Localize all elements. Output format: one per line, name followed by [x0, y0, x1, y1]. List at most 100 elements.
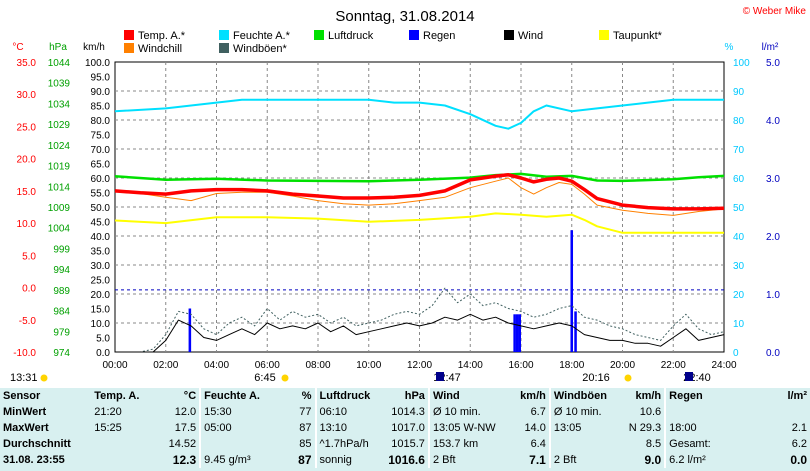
- rain-bar: [188, 308, 192, 352]
- x-tick-label: 24:00: [711, 360, 736, 371]
- y-tick-label: 70: [733, 145, 745, 156]
- table-cell: 13:10: [314, 420, 376, 436]
- x-tick-label: 12:00: [407, 360, 432, 371]
- table-header: Luftdruck: [314, 388, 376, 404]
- row-label: Durchschnitt: [3, 438, 71, 450]
- legend-label: Regen: [423, 30, 455, 42]
- stats-table: Sensor Temp. A. °C Feuchte A. % Luftdruc…: [0, 388, 810, 468]
- sun-icon: [281, 374, 289, 382]
- table-cell: 14.0: [524, 422, 546, 434]
- table-row: Durchschnitt 14.52 85 ^1.7hPa/h 1015.7 1…: [0, 436, 810, 452]
- table-cell: 8.5: [645, 438, 662, 450]
- table-cell: 2.1: [791, 422, 807, 434]
- y-tick-label: 0.0: [96, 348, 110, 359]
- y-tick-label: 100.0: [85, 58, 110, 69]
- table-cell: Ø 10 min.: [427, 404, 499, 420]
- table-cell: 85: [299, 438, 312, 450]
- y-tick-label: 1019: [48, 162, 71, 173]
- y-tick-label: 90: [733, 87, 745, 98]
- table-cell: 12.0: [174, 406, 197, 418]
- tick-labels: 35.0 30.0 25.0 20.0 15.0 10.0 5.0 0.0 -5.0 -10.0 1…: [13, 58, 780, 371]
- y-tick-label: 60: [733, 174, 745, 185]
- table-header-row: Sensor Temp. A. °C Feuchte A. % Luftdruc…: [0, 388, 810, 404]
- y-tick-label: 1004: [48, 224, 71, 235]
- table-cell: 77: [299, 406, 312, 418]
- rain-bar: [518, 314, 521, 352]
- y-tick-label: 50: [733, 203, 745, 214]
- table-cell: 2 Bft: [548, 452, 614, 468]
- y-tick-label: 10.0: [91, 319, 111, 330]
- table-cell: [91, 436, 151, 452]
- y-tick-label: 20: [733, 290, 745, 301]
- series-line: [115, 313, 725, 353]
- y-tick-label: 10.0: [17, 219, 37, 230]
- legend-label: Taupunkt*: [613, 30, 663, 42]
- table-header: km/h: [635, 390, 662, 402]
- y-tick-label: 1024: [48, 141, 71, 152]
- y-tick-label: 989: [53, 286, 70, 297]
- y-tick-label: 55.0: [91, 189, 111, 200]
- moon-icon: [685, 372, 693, 381]
- y-tick-label: 30: [733, 261, 745, 272]
- y-tick-label: 999: [53, 244, 70, 255]
- x-tick-label: 14:00: [458, 360, 483, 371]
- bottom-left-time: 13:31: [10, 372, 38, 384]
- table-cell: 06:10: [314, 404, 376, 420]
- table-cell: N 29.3: [628, 422, 662, 434]
- y-tick-label: 20.0: [91, 290, 111, 301]
- legend-swatch: [219, 43, 229, 53]
- table-cell: 15:25: [94, 422, 122, 434]
- y-tick-label: 5.0: [96, 334, 110, 345]
- y-tick-label: 974: [53, 348, 70, 359]
- sun-icon: [624, 374, 632, 382]
- y-tick-label: 0.0: [22, 284, 36, 295]
- legend-swatch: [314, 30, 324, 40]
- series-line: [115, 287, 725, 353]
- table-header: Regen: [664, 388, 729, 404]
- noon-icon: [436, 372, 444, 381]
- x-tick-label: 18:00: [559, 360, 584, 371]
- table-header: Windböen: [548, 388, 614, 404]
- table-cell: ^1.7hPa/h: [314, 436, 376, 452]
- y-tick-label: 35.0: [17, 58, 37, 69]
- y-tick-label: 15.0: [17, 187, 37, 198]
- y-tick-label: 25.0: [91, 276, 111, 287]
- y-tick-label: 15.0: [91, 305, 111, 316]
- table-header: km/h: [520, 390, 546, 402]
- y-tick-label: 20.0: [17, 155, 37, 166]
- series-line: [114, 173, 725, 211]
- y-tick-label: -5.0: [19, 316, 37, 327]
- y-tick-label: 1009: [48, 203, 71, 214]
- row-label: 31.08. 23:55: [3, 454, 65, 466]
- table-cell: 1014.3: [391, 406, 425, 418]
- y-tick-label: 10: [733, 319, 745, 330]
- table-cell: [199, 436, 263, 452]
- table-cell: 6.2 l/m²: [664, 452, 729, 468]
- y-tick-label: 2.0: [766, 232, 780, 243]
- table-cell: sonnig: [314, 452, 376, 468]
- y-tick-label: 75.0: [91, 131, 111, 142]
- y-tick-label: 40: [733, 232, 745, 243]
- y-tick-label: 0.0: [766, 348, 780, 359]
- table-cell: 9.45 g/m³: [199, 452, 263, 468]
- x-tick-label: 20:00: [610, 360, 635, 371]
- table-cell: 18:00: [664, 420, 729, 436]
- series-line: [114, 212, 724, 234]
- y-tick-label: 80.0: [91, 116, 111, 127]
- series-line: [114, 177, 725, 216]
- y-tick-label: 1.0: [766, 290, 780, 301]
- table-header: Temp. A.: [94, 390, 140, 402]
- y-tick-label: 3.0: [766, 174, 780, 185]
- y-tick-label: 979: [53, 327, 70, 338]
- row-label: MaxWert: [3, 422, 49, 434]
- table-cell: 1015.7: [391, 438, 425, 450]
- y-tick-label: 984: [53, 307, 70, 318]
- legend-swatch: [504, 30, 514, 40]
- table-cell: 1017.0: [391, 422, 425, 434]
- legend-swatch: [409, 30, 419, 40]
- table-cell: 87: [298, 453, 312, 467]
- y-tick-label: 30.0: [17, 90, 37, 101]
- table-cell: Gesamt:: [664, 436, 729, 452]
- legend-label: Windböen*: [233, 43, 288, 55]
- legend-label: Feuchte A.*: [233, 30, 291, 42]
